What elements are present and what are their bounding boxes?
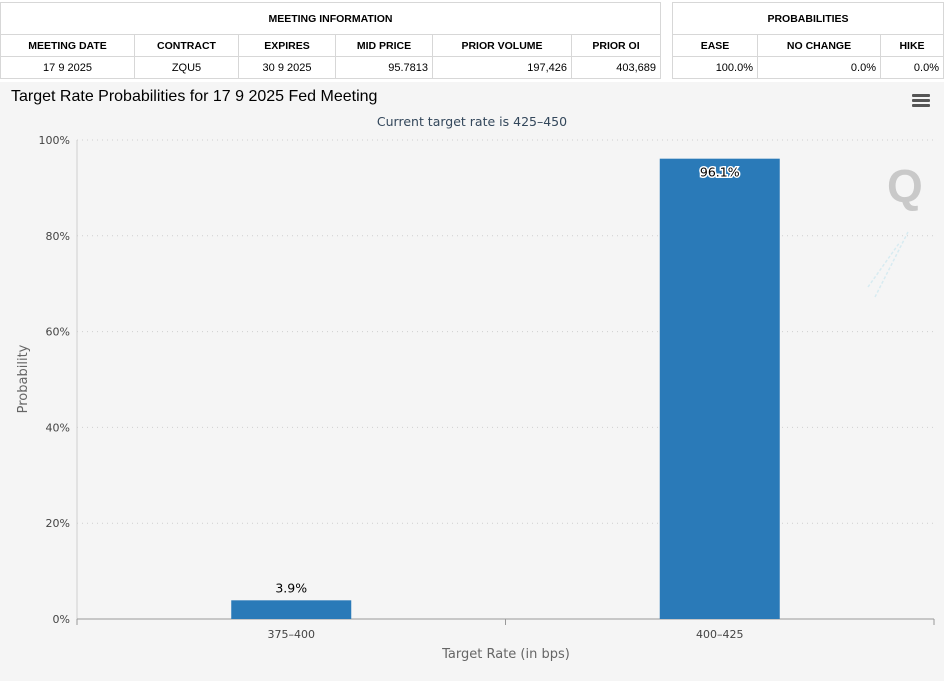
prior-volume-cell: 197,426 [432,56,572,79]
column-header: NO CHANGE [757,34,881,57]
y-axis-title: Probability [16,344,31,413]
bar-chart: Q 0% 20% 40% 60% 80% 100% 375–400 3.9% 400–425 96… [16,134,935,662]
probabilities-heading: PROBABILITIES [672,2,944,35]
column-header: EASE [672,34,758,57]
x-axis-title: Target Rate (in bps) [441,647,570,662]
hamburger-menu-icon[interactable] [912,94,930,108]
bar[interactable] [231,600,352,619]
column-header: EXPIRES [238,34,336,57]
meeting-information-table: MEETING INFORMATION MEETING DATE CONTRAC… [0,2,661,79]
ease-cell: 100.0% [672,56,758,79]
column-header: CONTRACT [134,34,239,57]
x-tick-label: 400–425 [696,628,744,641]
y-tick-label: 80% [46,230,70,243]
y-tick-label: 20% [46,517,70,530]
bar[interactable] [659,158,780,619]
chart-panel: Q 0% 20% 40% 60% 80% 100% 375–400 3.9% 400–425 96… [0,82,944,681]
svg-text:Q: Q [887,160,923,212]
y-tick-label: 40% [46,421,70,434]
chart-subtitle: Current target rate is 425–450 [376,114,568,129]
x-tick-label: 375–400 [268,628,316,641]
hike-cell: 0.0% [880,56,944,79]
y-tick-label: 0% [53,613,70,626]
column-header: MID PRICE [335,34,433,57]
meeting-date-cell: 17 9 2025 [0,56,135,79]
column-header: PRIOR VOLUME [432,34,572,57]
column-header: MEETING DATE [0,34,135,57]
data-label: 96.1% [700,165,740,180]
meeting-information-heading: MEETING INFORMATION [0,2,661,35]
table-row: 17 9 2025 ZQU5 30 9 2025 95.7813 197,426… [0,56,661,79]
column-header: HIKE [880,34,944,57]
y-tick-label: 60% [46,326,70,339]
prior-oi-cell: 403,689 [571,56,661,79]
y-tick-label: 100% [39,134,70,147]
chart-title: Target Rate Probabilities for 17 9 2025 … [11,88,378,105]
no-change-cell: 0.0% [757,56,881,79]
probabilities-table: PROBABILITIES EASE NO CHANGE HIKE 100.0%… [672,2,944,79]
q-logo-watermark: Q [867,160,923,298]
expires-cell: 30 9 2025 [238,56,336,79]
contract-cell: ZQU5 [134,56,239,79]
table-row: 100.0% 0.0% 0.0% [672,56,944,79]
data-label: 3.9% [275,580,307,595]
mid-price-cell: 95.7813 [335,56,433,79]
column-header: PRIOR OI [571,34,661,57]
